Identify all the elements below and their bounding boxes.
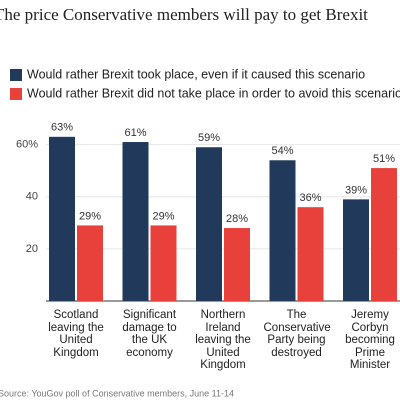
bar — [77, 225, 103, 301]
legend-label: Would rather Brexit did not take place i… — [27, 86, 400, 100]
legend-label: Would rather Brexit took place, even if … — [27, 67, 365, 81]
value-label: 39% — [345, 184, 367, 196]
bar — [224, 228, 250, 301]
bar — [49, 136, 75, 301]
legend-swatch — [10, 69, 22, 81]
value-label: 29% — [79, 210, 101, 222]
bar — [297, 207, 324, 301]
y-tick-label: 20 — [26, 243, 38, 255]
bar — [269, 160, 296, 301]
x-tick-label: Significant damage to the UK economy — [122, 309, 177, 359]
value-label: 54% — [271, 145, 293, 157]
chart-title: The price Conservative members will pay … — [0, 5, 368, 24]
x-tick-label: Jeremy Corbyn becoming Prime Minister — [345, 309, 395, 371]
value-label: 59% — [198, 132, 220, 144]
x-tick-label: Northern Ireland leaving the United King… — [195, 309, 251, 371]
x-tick-label: Scotland leaving the United Kingdom — [48, 309, 104, 359]
x-tick-label: The Conservative Party being destroyed — [263, 309, 331, 359]
value-label: 61% — [124, 127, 146, 139]
source: Source: YouGov poll of Conservative memb… — [0, 388, 234, 398]
legend-swatch — [10, 88, 22, 100]
bar — [371, 168, 397, 301]
bar — [150, 225, 177, 301]
y-tick-label: 40 — [26, 191, 38, 203]
bar — [196, 147, 222, 301]
value-label: 51% — [373, 153, 395, 165]
value-label: 36% — [299, 192, 321, 204]
bar — [343, 199, 369, 301]
value-label: 28% — [226, 213, 248, 225]
value-label: 63% — [51, 122, 73, 134]
bar — [122, 142, 149, 301]
value-label: 29% — [152, 210, 174, 222]
y-tick-label: 60% — [16, 139, 38, 151]
